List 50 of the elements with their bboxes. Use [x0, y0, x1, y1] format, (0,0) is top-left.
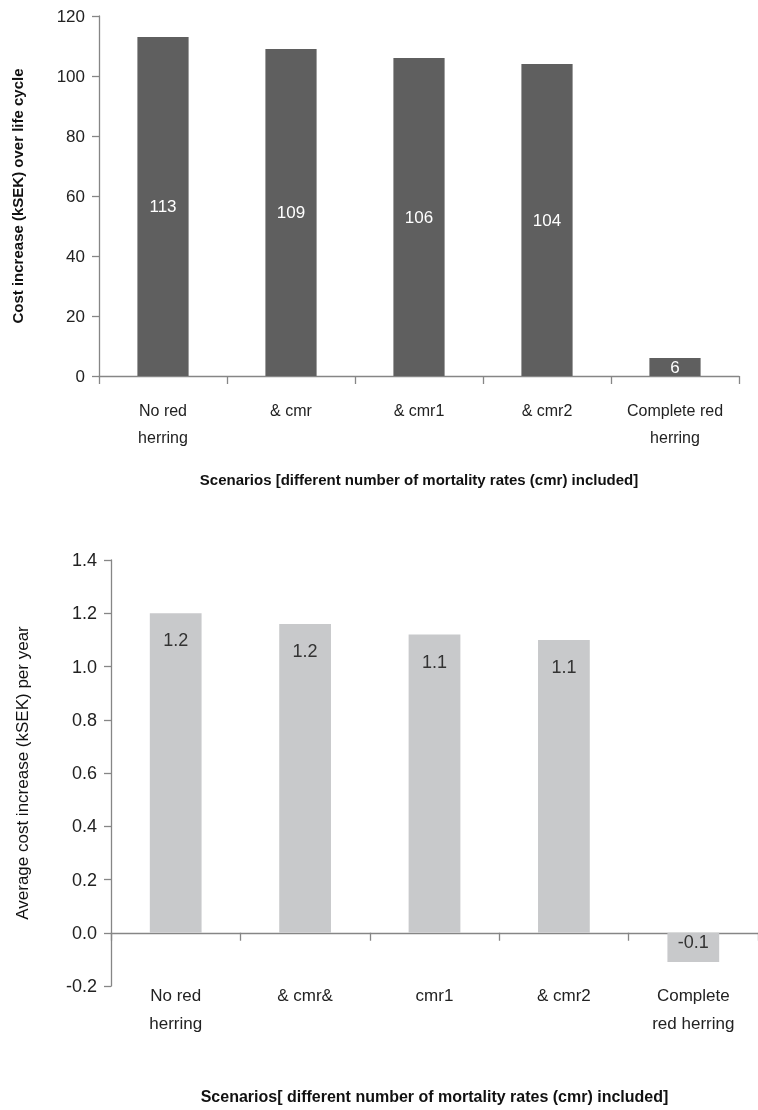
y-tick-label: 60: [66, 186, 85, 206]
bar: [137, 37, 189, 376]
x-tick-label: & cmr2: [536, 985, 591, 1005]
y-tick-label: 0: [75, 366, 85, 386]
data-label: 104: [532, 210, 562, 230]
x-tick-label: & cmr1: [393, 402, 445, 419]
x-tick-label: No red herring: [138, 402, 188, 446]
y-tick-label: -0.2: [65, 976, 97, 996]
bar: [538, 639, 590, 933]
y-tick-label: 120: [56, 6, 85, 26]
y-tick-label: 1.4: [71, 550, 97, 570]
y-tick-label: 40: [66, 246, 85, 266]
bar: [393, 58, 445, 376]
y-tick-label: 0.4: [71, 816, 97, 837]
x-tick-label: cmr1: [415, 985, 454, 1005]
data-label: 106: [404, 207, 434, 227]
data-label: 1.2: [163, 630, 189, 651]
data-label: 1.2: [292, 640, 318, 661]
y-tick-label: 0.0: [71, 922, 97, 943]
x-axis-title: Scenarios[ different number of mortality rates (cmr) included]: [200, 1087, 669, 1105]
y-tick-label: 80: [66, 126, 85, 146]
bar: [265, 49, 317, 376]
y-tick-label: 0.6: [71, 763, 97, 783]
data-label: 1.1: [421, 651, 448, 672]
x-tick-label: Complete red herring: [626, 402, 724, 446]
x-tick-label: No red herring: [149, 985, 203, 1033]
x-axis-title: Scenarios [different number of mortality rates (cmr) included]: [199, 471, 639, 488]
y-tick-label: 100: [56, 66, 85, 86]
data-label: 113: [149, 197, 177, 216]
y-tick-label: 1.0: [71, 656, 97, 677]
bar: [521, 64, 573, 376]
data-label: 6: [670, 357, 680, 377]
y-tick-label: 0.8: [71, 709, 97, 730]
data-label: 109: [276, 203, 306, 222]
x-tick-label: & cmr&: [277, 985, 334, 1005]
y-axis-title: Average cost increase (kSEK) per year: [13, 625, 32, 920]
x-tick-label: & cmr2: [521, 402, 573, 419]
bar: [649, 358, 701, 376]
bar: [667, 932, 720, 963]
bar: [149, 613, 202, 933]
y-tick-label: 1.2: [71, 603, 97, 624]
y-axis-title: Cost increase (kSEK) over life cycle: [9, 68, 26, 324]
data-label: 1.1: [551, 656, 577, 677]
data-label: -0.1: [677, 931, 709, 952]
x-tick-label: Complete red herring: [652, 985, 735, 1033]
bar: [408, 634, 461, 933]
x-tick-label: & cmr: [270, 402, 313, 419]
y-tick-label: 0.2: [71, 869, 97, 890]
y-tick-label: 20: [66, 306, 85, 326]
bar: [279, 623, 331, 933]
